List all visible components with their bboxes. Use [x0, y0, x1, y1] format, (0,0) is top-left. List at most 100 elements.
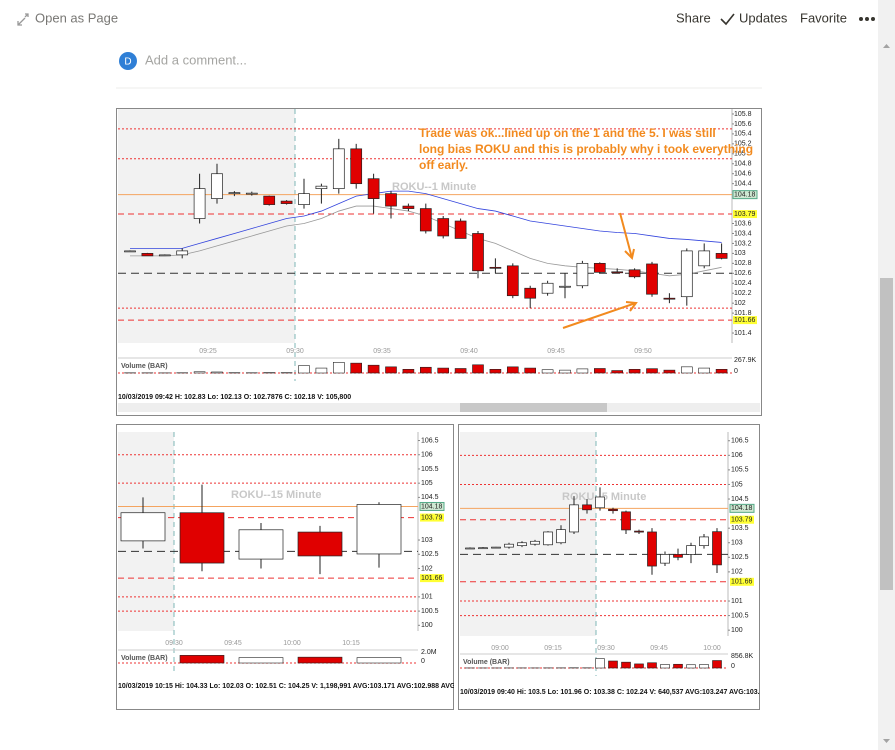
y-tick-label: 105.5 — [731, 467, 749, 474]
volume-zero-label: 0 — [731, 663, 735, 670]
price-marker-box — [730, 577, 754, 586]
candle-body — [698, 250, 711, 267]
volume-bar — [699, 664, 709, 669]
price-marker-box — [420, 574, 444, 583]
volume-bar — [646, 368, 658, 374]
scroll-down[interactable] — [883, 739, 890, 743]
hscroll-track — [118, 403, 760, 412]
x-tick-label: 09:40 — [460, 348, 478, 355]
volume-bar — [715, 369, 728, 374]
y-tick-label: 100.5 — [421, 608, 439, 615]
more-button[interactable] — [859, 17, 875, 21]
candle-body — [419, 208, 432, 232]
volume-bar — [660, 664, 670, 669]
candle-body — [350, 148, 363, 185]
candle-body — [646, 263, 658, 295]
volume-bar — [686, 664, 696, 669]
candle-body — [437, 218, 450, 237]
volume-bar — [506, 366, 519, 374]
x-tick-label: 09:45 — [547, 348, 565, 355]
candle-body — [472, 233, 484, 272]
x-tick-label: 09:35 — [373, 348, 391, 355]
price-marker-box — [420, 513, 444, 522]
open-as-page-button[interactable]: Open as Page — [17, 10, 118, 26]
volume-bar — [356, 657, 402, 664]
avatar-letter: D — [124, 57, 131, 68]
open-as-page[interactable]: Open as Page — [35, 10, 118, 25]
volume-bar — [524, 367, 537, 374]
candle-body — [356, 504, 402, 555]
volume-bar — [419, 366, 432, 374]
y-tick-label: 101.8 — [734, 310, 752, 317]
x-tick-label: 09:45 — [650, 645, 668, 652]
volume-bar — [332, 362, 345, 374]
premarket-shade — [460, 432, 596, 636]
y-tick-label: 103.2 — [734, 240, 752, 247]
annotation: long bias ROKU and this is probably why … — [419, 142, 753, 156]
chart-image: 105.8 105.6 105.4 105.2 105 104.8 104.6 104.4 10… — [116, 108, 762, 416]
y-tick-label: 105 — [421, 480, 433, 487]
candle-body — [621, 511, 631, 531]
x-tick-label: 09:30 — [165, 640, 183, 647]
candle-body — [543, 531, 553, 546]
chart-title: ROKU--15 Minute — [231, 489, 321, 501]
candle-body — [556, 529, 566, 544]
y-tick-label: 101 — [421, 594, 433, 601]
dot — [871, 17, 875, 21]
y-tick-label: 102.8 — [734, 260, 752, 267]
price-marker-label: 101.66 — [731, 579, 753, 586]
candle-body — [124, 250, 136, 253]
candle-body — [298, 193, 310, 205]
volume-zero-label: 0 — [734, 368, 738, 375]
x-tick-label: 09:25 — [199, 348, 217, 355]
volume-bar — [647, 662, 657, 669]
candle-body — [680, 250, 693, 298]
price-marker-label: 103.79 — [734, 211, 756, 218]
y-tick-label: 105.2 — [734, 141, 752, 148]
candle-body — [663, 297, 676, 300]
volume-bar — [402, 369, 415, 374]
candle-body — [179, 512, 225, 564]
moving-average — [130, 190, 722, 249]
candle-body — [297, 531, 343, 557]
share-button[interactable]: Share — [676, 10, 711, 25]
favorite-button[interactable]: Favorite — [800, 10, 847, 25]
y-tick-label: 102.6 — [734, 270, 752, 277]
candle-body — [504, 543, 514, 548]
scroll-up[interactable] — [883, 44, 890, 48]
candle-body — [176, 250, 189, 256]
dot — [859, 17, 863, 21]
volume-bar — [385, 366, 397, 374]
updates-button[interactable]: Updates — [739, 10, 788, 25]
candle-body — [608, 508, 618, 512]
volume-bar — [297, 656, 343, 664]
volume-bar — [595, 658, 605, 669]
volume-label: Volume (BAR) — [463, 659, 510, 666]
volume-bar — [315, 367, 328, 374]
candle-body — [582, 504, 592, 511]
comment-input[interactable]: Add a comment... — [145, 52, 247, 67]
y-tick-label: 104.5 — [731, 496, 749, 503]
candle-body — [715, 253, 728, 259]
y-tick-label: 105.8 — [734, 111, 752, 118]
volume-bar — [698, 367, 711, 374]
x-tick-label: 10:15 — [342, 640, 360, 647]
candle-body — [402, 205, 415, 209]
y-tick-label: 101.4 — [734, 330, 752, 337]
candle-body — [517, 542, 527, 547]
candle-body — [491, 546, 501, 549]
volume-bar — [298, 365, 310, 374]
candle-body — [541, 282, 554, 294]
y-tick-label: 102 — [421, 565, 433, 572]
chart-image: 106.5 106 105.5 105 104.5 103.5 103 102.5 102 101… — [458, 424, 760, 710]
y-tick-label: 104.8 — [734, 161, 752, 168]
volume-bar — [541, 369, 554, 374]
y-tick-label: 105.6 — [734, 121, 752, 128]
candle-body — [158, 254, 171, 257]
candle-body — [332, 148, 345, 190]
candle-body — [478, 547, 488, 550]
candle-body — [238, 529, 284, 560]
scrollbar-thumb[interactable] — [880, 278, 893, 590]
y-tick-label: 103.4 — [734, 230, 752, 237]
price-marker-box — [730, 515, 754, 524]
